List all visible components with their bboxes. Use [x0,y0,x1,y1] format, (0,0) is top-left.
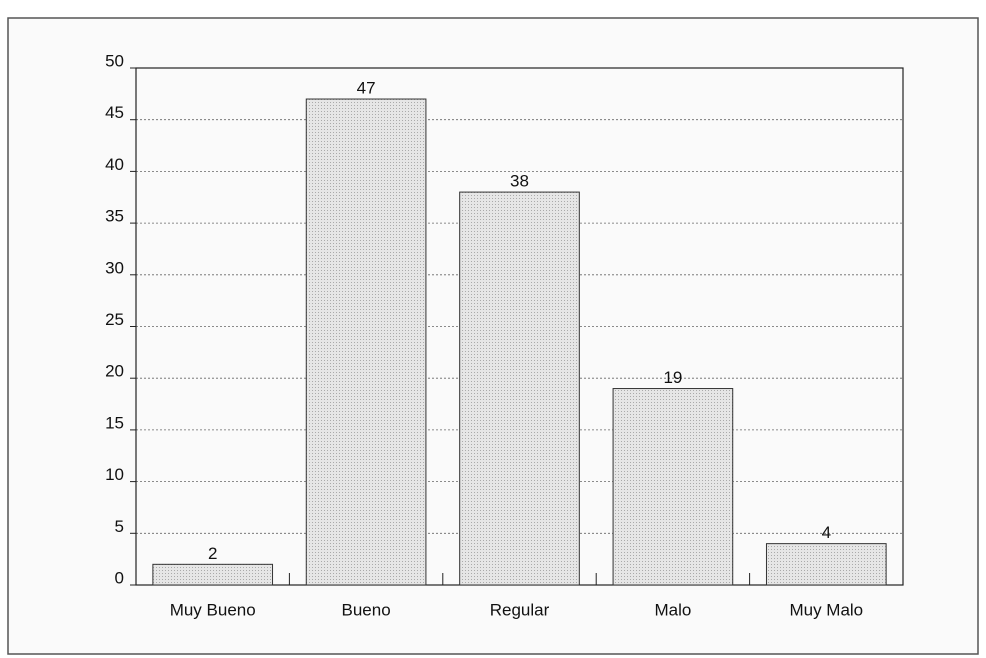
y-tick-label: 35 [105,207,124,226]
bar [305,98,427,586]
x-tick-label: Malo [654,600,691,619]
y-tick-label: 20 [105,362,124,381]
bar [459,191,580,586]
x-tick-label: Muy Malo [789,600,863,619]
data-label: 2 [208,544,217,563]
bar [152,563,274,586]
bar [765,543,887,586]
y-tick-label: 50 [105,51,124,70]
x-tick-label: Muy Bueno [170,600,256,619]
y-tick-label: 15 [105,413,124,432]
data-label: 38 [510,172,529,191]
x-tick-label: Regular [490,600,550,619]
y-tick-label: 5 [115,517,124,536]
y-tick-label: 10 [105,465,124,484]
y-tick-label: 45 [105,103,124,122]
data-label: 19 [663,368,682,387]
y-tick-label: 40 [105,155,124,174]
data-label: 47 [357,79,376,98]
y-tick-label: 25 [105,310,124,329]
data-label: 4 [822,523,831,542]
y-tick-label: 0 [115,568,124,587]
bar [612,388,734,586]
x-tick-label: Bueno [342,600,391,619]
y-tick-label: 30 [105,258,124,277]
